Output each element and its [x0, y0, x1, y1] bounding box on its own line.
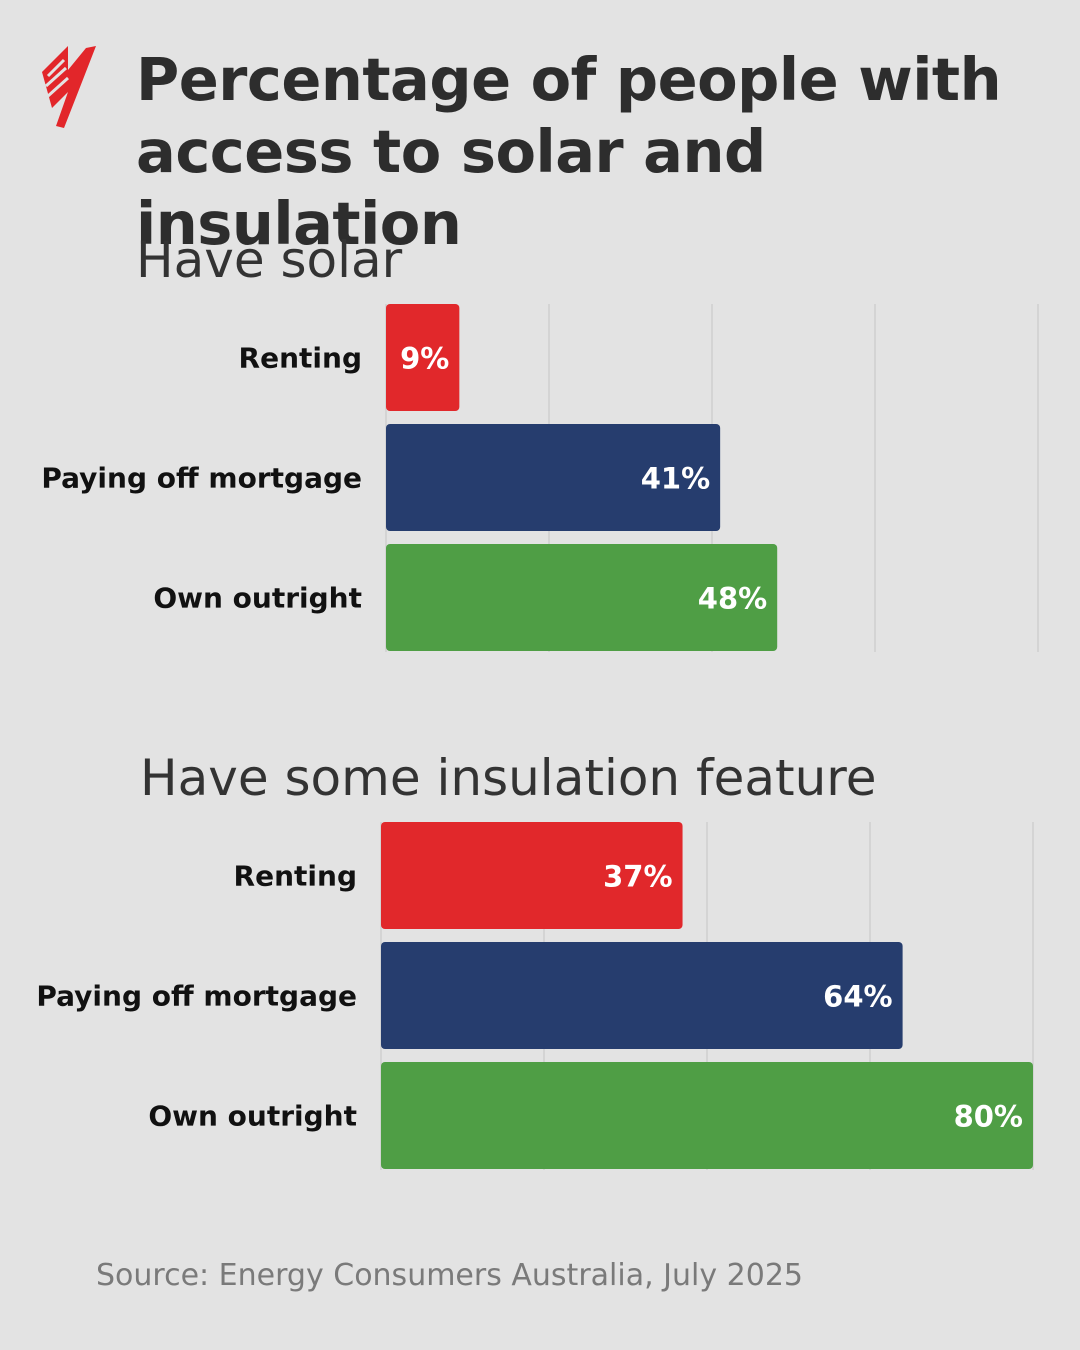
value-label-insulation-mortgage: 64%	[823, 980, 892, 1014]
value-label-solar-renting: 9%	[400, 342, 449, 376]
chart-title-insulation: Have some insulation feature	[140, 749, 877, 807]
bar-insulation-outright	[381, 1062, 1033, 1169]
bar-insulation-mortgage	[381, 942, 903, 1049]
insulation-bar-chart: Renting 37% Paying off mortgage 64% Own outr…	[36, 822, 1034, 1170]
chart-title-solar: Have solar	[136, 231, 403, 289]
bar-solar-mortgage	[386, 424, 721, 531]
sbs-logo-icon	[42, 46, 96, 128]
category-label-insulation-mortgage: Paying off mortgage	[36, 980, 357, 1013]
bar-solar-outright	[386, 544, 778, 651]
source-note: Source: Energy Consumers Australia, July…	[96, 1258, 803, 1293]
value-label-solar-mortgage: 41%	[641, 462, 710, 496]
category-label-solar-renting: Renting	[239, 342, 362, 375]
value-label-insulation-outright: 80%	[954, 1100, 1023, 1134]
category-label-insulation-renting: Renting	[234, 860, 357, 893]
solar-bar-chart: Renting 9% Paying off mortgage 41% Own outri…	[41, 304, 1039, 652]
category-label-insulation-outright: Own outright	[148, 1100, 357, 1133]
bar-solar-renting	[386, 304, 460, 411]
page-title: Percentage of people with access to sola…	[136, 45, 1002, 258]
category-label-solar-outright: Own outright	[153, 582, 362, 615]
value-label-solar-outright: 48%	[698, 582, 767, 616]
value-label-insulation-renting: 37%	[603, 860, 672, 894]
category-label-solar-mortgage: Paying off mortgage	[41, 462, 362, 495]
bar-insulation-renting	[381, 822, 683, 929]
